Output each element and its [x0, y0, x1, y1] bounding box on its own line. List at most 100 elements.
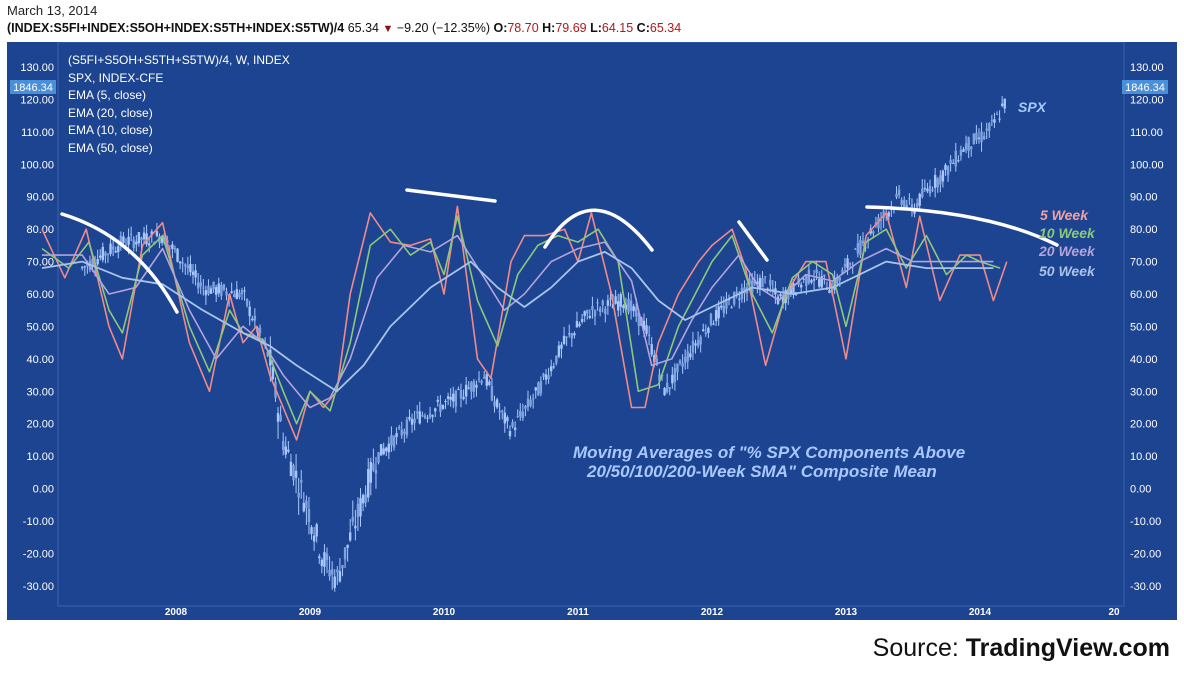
- legend-ema50[interactable]: EMA (50, close): [68, 140, 153, 155]
- spx-candle: [395, 433, 398, 438]
- spx-candle: [555, 355, 558, 364]
- spx-candle: [575, 321, 579, 328]
- spx-candle: [385, 447, 388, 452]
- spx-candle: [678, 360, 682, 364]
- spx-candle: [477, 378, 481, 380]
- spx-candle: [529, 399, 532, 406]
- spx-candle: [843, 264, 847, 267]
- spx-candle: [964, 143, 968, 150]
- spx-candle: [287, 449, 290, 452]
- spx-candle: [163, 233, 166, 245]
- spx-candle: [650, 344, 653, 355]
- y-tick-label-right: 110.00: [1130, 127, 1163, 139]
- spx-candle: [441, 405, 445, 409]
- spx-candle: [150, 231, 153, 235]
- y-tick-label-right: 100.00: [1130, 159, 1164, 171]
- y-tick-label-left: 10.00: [26, 451, 54, 463]
- y-tick-label-right: 30.00: [1130, 386, 1158, 398]
- spx-candle: [129, 233, 133, 235]
- spx-candle: [279, 415, 282, 422]
- spx-candle: [171, 244, 174, 250]
- symbol-name[interactable]: (INDEX:S5FI+INDEX:S5OH+INDEX:S5TH+INDEX:…: [7, 21, 345, 35]
- spx-candle: [691, 341, 695, 353]
- spx-candle: [184, 264, 187, 267]
- y-tick-label-right: 120.00: [1130, 94, 1164, 106]
- spx-candle: [622, 305, 625, 308]
- spx-candle: [452, 393, 455, 402]
- spx-candle: [557, 345, 561, 357]
- spx-candle: [457, 389, 460, 391]
- y-tick-label-right: 60.00: [1130, 289, 1158, 301]
- chart-canvas[interactable]: 130.00 130.00 120.00 120.00 110.00 110.00 100.…: [7, 42, 1177, 620]
- y-tick-label-left: 40.00: [26, 354, 54, 366]
- spx-candle: [225, 291, 228, 296]
- spx-candle: [439, 403, 442, 412]
- spx-candle: [588, 316, 592, 318]
- spx-candle: [449, 396, 452, 400]
- spx-candle: [186, 265, 190, 269]
- spx-candle: [578, 323, 581, 326]
- spx-candle: [879, 219, 883, 221]
- spx-candle: [392, 436, 396, 448]
- y-tick-label-left: 90.00: [26, 192, 54, 204]
- spx-candle: [779, 294, 782, 297]
- spx-candle: [539, 380, 543, 394]
- y-tick-label-right: -30.00: [1130, 581, 1161, 593]
- spx-candle: [361, 495, 365, 504]
- spx-candle: [488, 381, 491, 386]
- legend-ema10[interactable]: EMA (10, close): [68, 123, 153, 137]
- spx-candle: [243, 290, 246, 292]
- spx-candle: [944, 164, 947, 170]
- spx-candle: [658, 374, 661, 381]
- spx-candle: [315, 524, 318, 537]
- x-tick-label: 2011: [567, 607, 589, 618]
- spx-candle: [905, 205, 909, 207]
- spx-candle: [356, 503, 360, 518]
- spx-candle: [209, 288, 213, 294]
- legend-composite[interactable]: (S5FI+S5OH+S5TH+S5TW)/4, W, INDEX: [68, 53, 290, 67]
- spx-candle: [253, 315, 257, 321]
- spx-candle: [382, 448, 385, 455]
- price-badge-right: [1122, 80, 1168, 94]
- spx-candle: [957, 160, 960, 162]
- series-label: 10 Week: [1039, 225, 1096, 241]
- spx-candle: [410, 418, 414, 425]
- legend-ema20[interactable]: EMA (20, close): [68, 105, 153, 120]
- spx-candle: [725, 298, 728, 309]
- series-label: 5 Week: [1040, 207, 1089, 223]
- spx-candle: [792, 283, 795, 295]
- source-name: TradingView.com: [965, 634, 1170, 662]
- spx-candle: [769, 279, 772, 286]
- spx-candle: [544, 374, 548, 380]
- spx-candle: [653, 355, 656, 363]
- y-tick-label-left: 80.00: [26, 224, 54, 236]
- chart-frame[interactable]: 130.00 130.00 120.00 120.00 110.00 110.00 100.…: [7, 42, 1177, 620]
- spx-candle: [962, 149, 965, 152]
- last-price: 65.34: [347, 21, 379, 35]
- x-tick-label: 2008: [165, 607, 188, 618]
- legend-spx[interactable]: SPX, INDEX-CFE: [68, 70, 164, 85]
- spx-candle: [220, 285, 223, 296]
- spx-candle: [364, 494, 367, 503]
- spx-candle: [503, 412, 507, 424]
- spx-candle: [836, 277, 839, 284]
- spx-candle: [676, 363, 679, 372]
- spx-candle: [101, 246, 105, 261]
- spx-candle: [609, 298, 612, 300]
- spx-candle: [379, 444, 383, 456]
- series-line-20-week: [42, 234, 994, 409]
- high-value: 79.69: [555, 21, 587, 35]
- spx-candle: [887, 212, 890, 217]
- spx-candle: [954, 150, 957, 167]
- spx-candle: [709, 313, 713, 325]
- spx-candle: [704, 332, 708, 335]
- spx-candle: [895, 193, 898, 198]
- spx-candle: [189, 263, 192, 273]
- spx-candle: [854, 248, 857, 250]
- spx-candle: [307, 508, 311, 523]
- legend-ema5[interactable]: EMA (5, close): [68, 88, 147, 102]
- spx-candle: [740, 288, 744, 300]
- spx-candle: [933, 174, 937, 188]
- spx-candle: [732, 292, 736, 305]
- source-credit: Source: TradingView.com: [873, 634, 1170, 663]
